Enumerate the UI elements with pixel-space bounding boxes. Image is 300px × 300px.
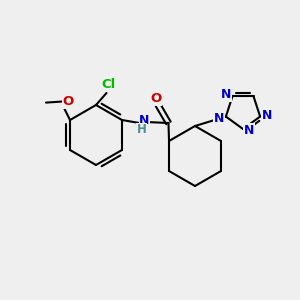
Text: N: N (139, 113, 150, 127)
Text: H: H (136, 123, 146, 136)
Text: N: N (262, 109, 272, 122)
Text: N: N (244, 124, 254, 137)
Text: N: N (220, 88, 231, 101)
Text: Cl: Cl (102, 77, 116, 91)
Text: O: O (150, 92, 161, 105)
Text: N: N (214, 112, 224, 124)
Text: O: O (62, 95, 74, 108)
